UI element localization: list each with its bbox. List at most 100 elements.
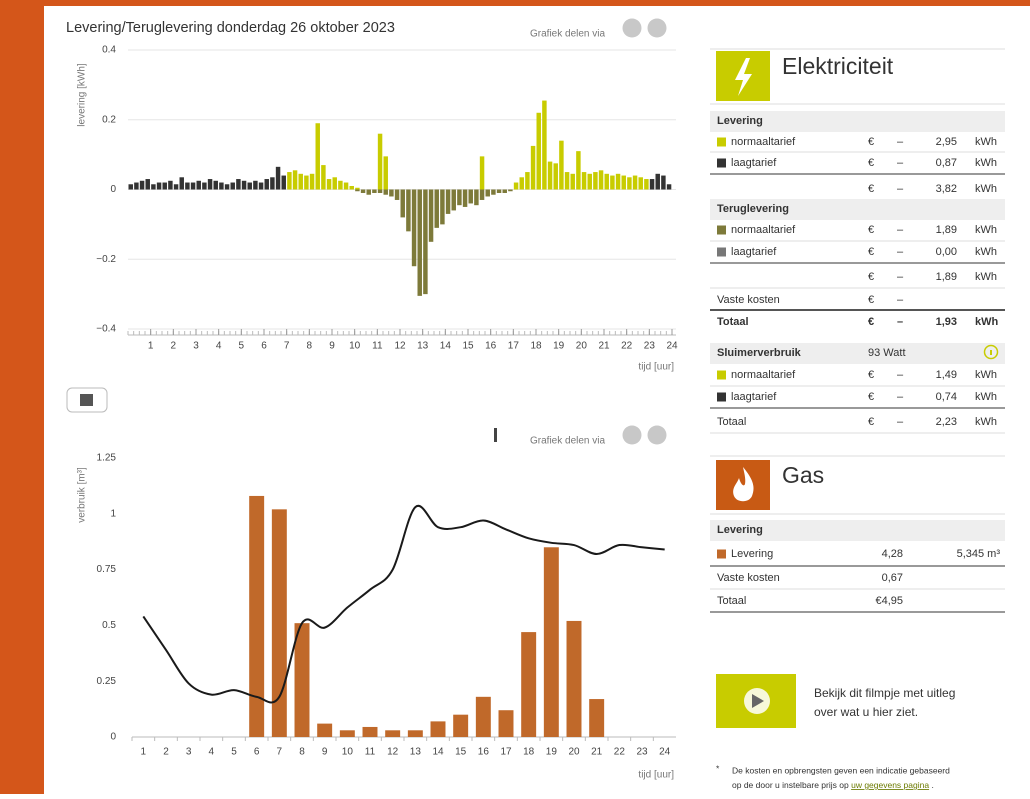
x-tick-label: 8 xyxy=(307,341,313,352)
x-tick-label: 23 xyxy=(636,747,648,758)
bar xyxy=(185,183,189,190)
x-axis-title: tijd [uur] xyxy=(638,362,674,373)
footnote: op de door u instelbare prijs op uw gege… xyxy=(732,780,934,790)
page: Levering/Teruglevering donderdag 26 okto… xyxy=(0,0,1030,794)
bar xyxy=(259,183,263,190)
x-tick-label: 18 xyxy=(523,747,535,758)
cell: laagtarief xyxy=(731,391,777,403)
footnote-text: op de door u instelbare prijs op xyxy=(732,780,849,790)
cell: 1,89 xyxy=(936,224,957,236)
cell: Totaal xyxy=(717,416,746,428)
x-tick-label: 16 xyxy=(478,747,490,758)
bar xyxy=(384,156,388,189)
cell: kWh xyxy=(975,183,997,195)
y-tick-label: 0 xyxy=(110,732,116,743)
bar xyxy=(667,184,671,189)
bar xyxy=(317,724,332,737)
bar xyxy=(197,181,201,190)
y-tick-label: 1.25 xyxy=(97,453,117,464)
bar xyxy=(236,179,240,189)
bar xyxy=(431,721,446,737)
bar xyxy=(605,174,609,190)
cell: 0,00 xyxy=(936,246,957,258)
bar xyxy=(157,183,161,190)
x-tick-label: 24 xyxy=(659,747,671,758)
bar xyxy=(265,179,269,189)
bar xyxy=(316,123,320,189)
cell: kWh xyxy=(975,136,997,148)
bar xyxy=(525,172,529,189)
info-icon-bar xyxy=(990,350,992,355)
x-tick-label: 19 xyxy=(553,341,565,352)
link[interactable]: uw gegevens pagina xyxy=(851,780,929,790)
bar xyxy=(435,190,439,228)
x-tick-label: 8 xyxy=(299,747,305,758)
cell: € xyxy=(868,271,874,283)
bar xyxy=(151,184,155,189)
cell: Vaste kosten xyxy=(717,294,780,306)
thermometer-icon xyxy=(494,428,497,442)
share-text: Grafiek delen via xyxy=(530,436,605,447)
x-tick-label: 9 xyxy=(329,341,335,352)
cell: 3,82 xyxy=(936,183,957,195)
cell: € xyxy=(868,294,874,306)
y-tick-label: 0 xyxy=(110,184,116,195)
video-text: Bekijk dit filmpje met uitleg xyxy=(814,686,955,700)
x-tick-label: 13 xyxy=(417,341,429,352)
twitter-share[interactable] xyxy=(648,426,667,445)
video-text: over wat u hier ziet. xyxy=(814,705,918,719)
section-title: Gas xyxy=(782,462,824,488)
x-tick-label: 3 xyxy=(193,341,199,352)
bar xyxy=(219,183,223,190)
bar xyxy=(497,190,501,193)
bar xyxy=(350,186,354,189)
facebook-share[interactable] xyxy=(623,426,642,445)
cell: laagtarief xyxy=(731,246,777,258)
share-text: Grafiek delen via xyxy=(530,29,605,40)
bar xyxy=(521,632,536,737)
bar xyxy=(474,190,478,206)
legend-square xyxy=(717,138,726,147)
legend-square xyxy=(717,248,726,257)
bar xyxy=(208,179,212,189)
x-tick-label: 16 xyxy=(485,341,497,352)
bar xyxy=(622,176,626,190)
twitter-share[interactable] xyxy=(648,19,667,38)
bar xyxy=(384,190,388,195)
cell: Totaal xyxy=(717,595,746,607)
cell: kWh xyxy=(975,391,997,403)
x-tick-label: 12 xyxy=(394,341,406,352)
cell: € xyxy=(868,183,874,195)
bar xyxy=(140,181,144,190)
bar xyxy=(355,190,359,192)
x-tick-label: 24 xyxy=(666,341,678,352)
bar xyxy=(310,174,314,190)
x-tick-label: 20 xyxy=(568,747,580,758)
cell: normaaltarief xyxy=(731,136,796,148)
bar xyxy=(333,177,337,189)
cell: € xyxy=(868,369,874,381)
bar xyxy=(363,727,378,737)
bar xyxy=(503,190,507,193)
bar xyxy=(385,730,400,737)
bar xyxy=(282,176,286,190)
x-tick-label: 5 xyxy=(239,341,245,352)
bar xyxy=(180,177,184,189)
bar xyxy=(576,151,580,189)
x-tick-label: 4 xyxy=(216,341,222,352)
bar xyxy=(453,715,468,737)
bar xyxy=(378,190,382,193)
bar xyxy=(429,190,433,242)
bar xyxy=(293,170,297,189)
bar xyxy=(423,190,427,295)
bar xyxy=(514,183,518,190)
bar xyxy=(567,621,582,737)
cell: 0,87 xyxy=(936,157,957,169)
cell: – xyxy=(897,157,904,169)
facebook-share[interactable] xyxy=(623,19,642,38)
bar xyxy=(134,183,138,190)
x-tick-label: 2 xyxy=(163,747,169,758)
bar xyxy=(361,190,365,193)
cell: 4,28 xyxy=(882,548,903,560)
bar xyxy=(270,177,274,189)
